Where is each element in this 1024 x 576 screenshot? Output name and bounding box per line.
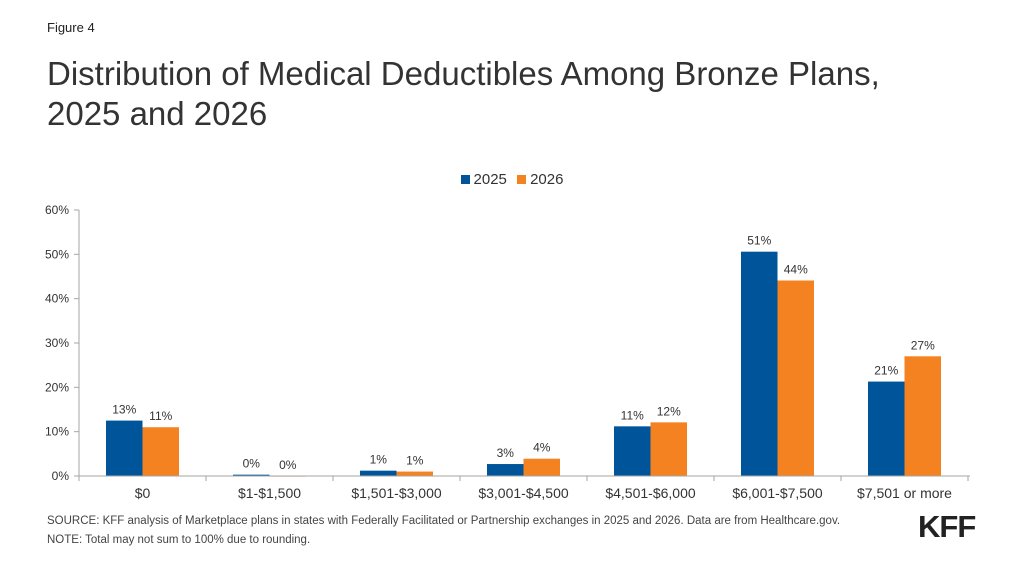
- y-tick-label: 50%: [45, 247, 69, 261]
- bar-2026: [396, 471, 433, 476]
- legend-swatch-2026: [517, 175, 527, 184]
- bar-2026: [777, 280, 814, 476]
- data-label-2026: 0%: [279, 458, 297, 472]
- bar-2025: [233, 474, 270, 476]
- bar-2025: [614, 426, 651, 476]
- figure-label: Figure 4: [47, 20, 95, 35]
- x-tick-label: $1,501-$3,000: [351, 485, 442, 501]
- bar-2026: [904, 356, 941, 476]
- bar-2025: [868, 381, 905, 476]
- data-label-2025: 21%: [874, 364, 898, 378]
- x-tick-label: $0: [135, 485, 151, 501]
- data-label-2025: 13%: [112, 403, 136, 417]
- data-label-2026: 44%: [784, 262, 808, 276]
- bar-2026: [523, 458, 560, 476]
- x-tick-label: $4,501-$6,000: [605, 485, 696, 501]
- bar-2025: [360, 470, 397, 476]
- chart-title: Distribution of Medical Deductibles Amon…: [47, 54, 947, 134]
- y-tick-label: 60%: [45, 203, 69, 217]
- chart-legend: 2025 2026: [0, 171, 1024, 188]
- data-label-2026: 4%: [533, 441, 551, 455]
- legend-swatch-2025: [460, 175, 470, 184]
- kff-logo: KFF: [918, 509, 976, 544]
- data-label-2026: 27%: [911, 338, 935, 352]
- x-tick-label: $6,001-$7,500: [732, 485, 823, 501]
- legend-label-2026: 2026: [530, 171, 564, 188]
- bar-2026: [142, 427, 179, 476]
- chart-footer: SOURCE: KFF analysis of Marketplace plan…: [47, 514, 867, 552]
- legend-item-2025: 2025: [460, 171, 507, 188]
- bar-2025: [741, 251, 778, 476]
- data-label-2026: 11%: [149, 409, 172, 423]
- legend-item-2026: 2026: [517, 171, 563, 188]
- data-label-2025: 3%: [497, 446, 515, 460]
- x-tick-label: $7,501 or more: [857, 485, 952, 501]
- data-label-2025: 0%: [243, 457, 261, 471]
- chart-title-line-2: 2025 and 2026: [47, 95, 268, 132]
- rounding-note: NOTE: Total may not sum to 100% due to r…: [47, 534, 311, 546]
- x-tick-label: $1-$1,500: [238, 485, 301, 501]
- data-label-2025: 1%: [370, 453, 388, 467]
- bar-2026: [650, 422, 687, 476]
- y-tick-label: 40%: [45, 292, 69, 306]
- data-label-2025: 11%: [621, 408, 644, 422]
- bar-2025: [106, 420, 143, 476]
- bar-2025: [487, 464, 524, 476]
- y-tick-label: 0%: [52, 469, 70, 483]
- source-note: SOURCE: KFF analysis of Marketplace plan…: [47, 515, 841, 527]
- y-tick-label: 30%: [45, 336, 69, 350]
- legend-label-2025: 2025: [473, 171, 507, 188]
- data-label-2026: 12%: [657, 404, 681, 418]
- chart-title-line-1: Distribution of Medical Deductibles Amon…: [47, 55, 880, 92]
- x-tick-label: $3,001-$4,500: [478, 485, 569, 501]
- data-label-2025: 51%: [747, 234, 771, 248]
- y-tick-label: 20%: [45, 380, 69, 394]
- y-tick-label: 10%: [45, 425, 69, 439]
- data-label-2026: 1%: [406, 454, 424, 468]
